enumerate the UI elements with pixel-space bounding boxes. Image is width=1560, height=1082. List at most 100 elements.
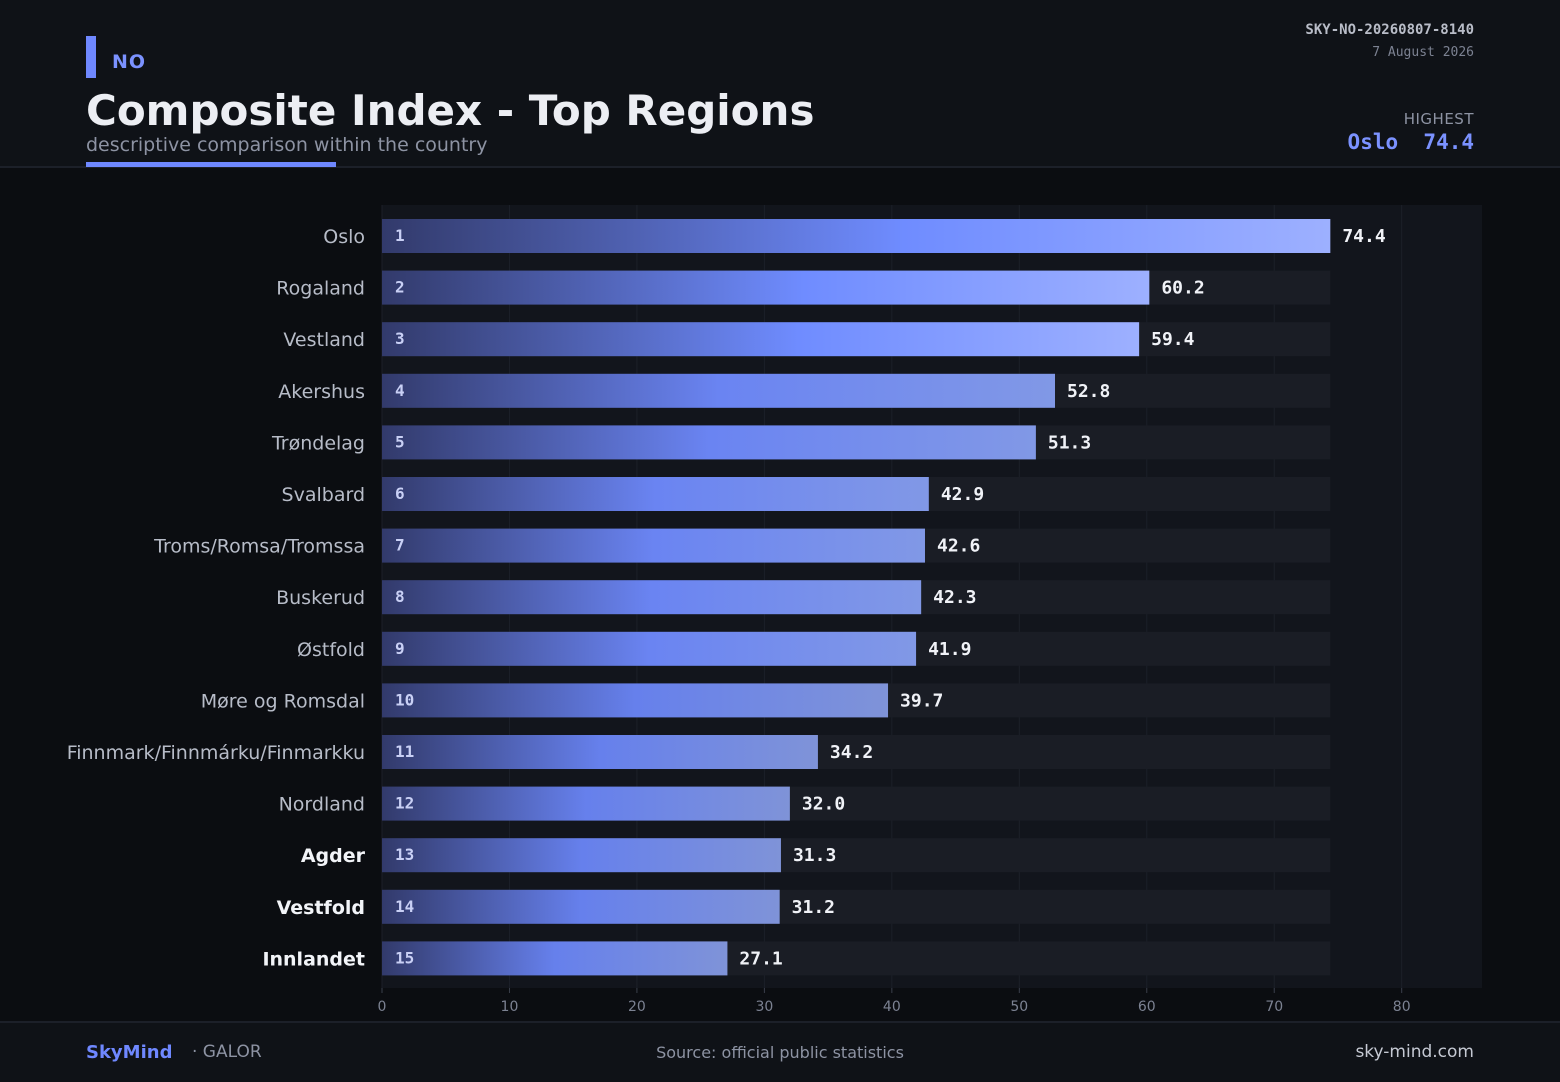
category-label: Nordland	[279, 794, 365, 816]
category-label: Møre og Romsdal	[201, 690, 365, 712]
bar	[382, 528, 925, 563]
rank-label: 5	[395, 432, 405, 451]
rank-label: 7	[395, 536, 405, 555]
rank-label: 11	[395, 742, 414, 761]
bar	[382, 373, 1056, 408]
bar-row: 14 31.2 Vestfold	[277, 889, 1331, 924]
data-label: 39.7	[900, 690, 943, 711]
bar-row: 10 39.7 Møre og Romsdal	[201, 683, 1331, 718]
page-title: Composite Index - Top Regions	[86, 86, 815, 135]
category-label: Agder	[301, 845, 366, 867]
category-label: Innlandet	[262, 948, 365, 970]
country-code: NO	[112, 51, 147, 73]
country-accent-bar	[86, 36, 96, 78]
header: NO Composite Index - Top Regions descrip…	[0, 0, 1560, 168]
data-label: 41.9	[928, 639, 971, 660]
bar	[382, 631, 917, 666]
rank-label: 4	[395, 381, 405, 400]
bar-row: 2 60.2 Rogaland	[276, 270, 1331, 305]
x-tick-label: 20	[628, 999, 646, 1015]
brand-link[interactable]: SkyMind	[86, 1042, 173, 1063]
highest-summary: Oslo 74.4	[1348, 130, 1474, 154]
data-label: 42.9	[941, 484, 984, 505]
bar	[382, 838, 781, 873]
bar-row: 5 51.3 Trøndelag	[271, 425, 1331, 460]
data-label: 59.4	[1151, 329, 1195, 350]
bar-row: 15 27.1 Innlandet	[262, 941, 1331, 976]
data-label: 32.0	[802, 794, 845, 815]
bar	[382, 425, 1036, 460]
bar-row: 3 59.4 Vestland	[283, 322, 1331, 357]
x-tick-label: 70	[1265, 999, 1283, 1015]
bar-row: 13 31.3 Agder	[301, 838, 1331, 873]
rank-label: 14	[395, 897, 414, 916]
bar-row: 7 42.6 Troms/Romsa/Tromssa	[153, 528, 1331, 563]
highest-value: 74.4	[1423, 130, 1474, 154]
rank-label: 13	[395, 845, 414, 864]
bar	[382, 322, 1140, 357]
x-tick-label: 50	[1010, 999, 1028, 1015]
rank-label: 3	[395, 329, 405, 348]
category-label: Finnmark/Finnmárku/Finmarkku	[67, 742, 365, 764]
document-id: SKY-NO-20260807-8140	[1305, 22, 1474, 38]
x-tick-label: 10	[501, 999, 519, 1015]
bar-row: 11 34.2 Finnmark/Finnmárku/Finmarkku	[67, 735, 1331, 769]
x-tick-label: 40	[883, 999, 901, 1015]
bar-row: 8 42.3 Buskerud	[276, 580, 1331, 615]
bars: 1 74.4 Oslo 2 60.2 Rogaland 3 59.4 Vestland 4 52.8…	[67, 219, 1386, 976]
rank-label: 6	[395, 484, 405, 503]
data-label: 74.4	[1342, 226, 1386, 247]
category-label: Østfold	[297, 639, 365, 661]
bar	[382, 219, 1331, 253]
source-note: Source: official public statistics	[656, 1043, 904, 1062]
x-tick-label: 80	[1393, 999, 1411, 1015]
page-subtitle: descriptive comparison within the countr…	[86, 134, 488, 156]
rank-label: 12	[395, 794, 414, 813]
bar-row: 9 41.9 Østfold	[297, 631, 1331, 666]
x-tick-label: 30	[755, 999, 773, 1015]
data-label: 31.2	[792, 897, 835, 918]
document-date: 7 August 2026	[1372, 45, 1474, 60]
x-tick-label: 60	[1138, 999, 1156, 1015]
x-tick-label: 0	[378, 999, 387, 1015]
rank-label: 1	[395, 226, 405, 245]
site-link[interactable]: sky-mind.com	[1355, 1042, 1474, 1062]
rank-label: 2	[395, 278, 405, 297]
category-label: Vestfold	[277, 897, 365, 919]
bar	[382, 735, 818, 769]
bar-row: 12 32.0 Nordland	[279, 786, 1331, 821]
rank-label: 15	[395, 948, 414, 967]
data-label: 31.3	[793, 845, 836, 866]
category-label: Trøndelag	[271, 432, 365, 454]
bar	[382, 889, 780, 924]
category-label: Akershus	[278, 381, 365, 403]
data-label: 34.2	[830, 742, 873, 763]
bar-row: 6 42.9 Svalbard	[282, 477, 1331, 511]
rank-label: 10	[395, 690, 414, 709]
rank-label: 9	[395, 639, 405, 658]
highest-region: Oslo	[1347, 130, 1399, 154]
data-label: 27.1	[739, 948, 782, 969]
category-label: Oslo	[323, 226, 365, 248]
data-label: 60.2	[1161, 278, 1204, 299]
category-label: Buskerud	[276, 587, 365, 609]
footer: SkyMind · GALOR Source: official public …	[0, 1021, 1560, 1082]
bar-row: 1 74.4 Oslo	[323, 219, 1386, 253]
category-label: Troms/Romsa/Tromssa	[153, 536, 365, 558]
bar	[382, 683, 889, 718]
category-label: Vestland	[283, 329, 365, 351]
data-label: 51.3	[1048, 432, 1091, 453]
bar	[382, 786, 790, 821]
x-axis: 0 10 20 30 40 50 60 70 80	[378, 988, 1411, 1015]
data-label: 42.6	[937, 536, 980, 557]
bar	[382, 580, 922, 615]
bar	[382, 270, 1150, 305]
category-label: Rogaland	[276, 278, 365, 300]
category-label: Svalbard	[282, 484, 365, 506]
data-label: 52.8	[1067, 381, 1110, 402]
title-underline	[86, 162, 336, 167]
bar-row: 4 52.8 Akershus	[278, 373, 1331, 408]
data-label: 42.3	[933, 587, 976, 608]
bar	[382, 941, 728, 976]
